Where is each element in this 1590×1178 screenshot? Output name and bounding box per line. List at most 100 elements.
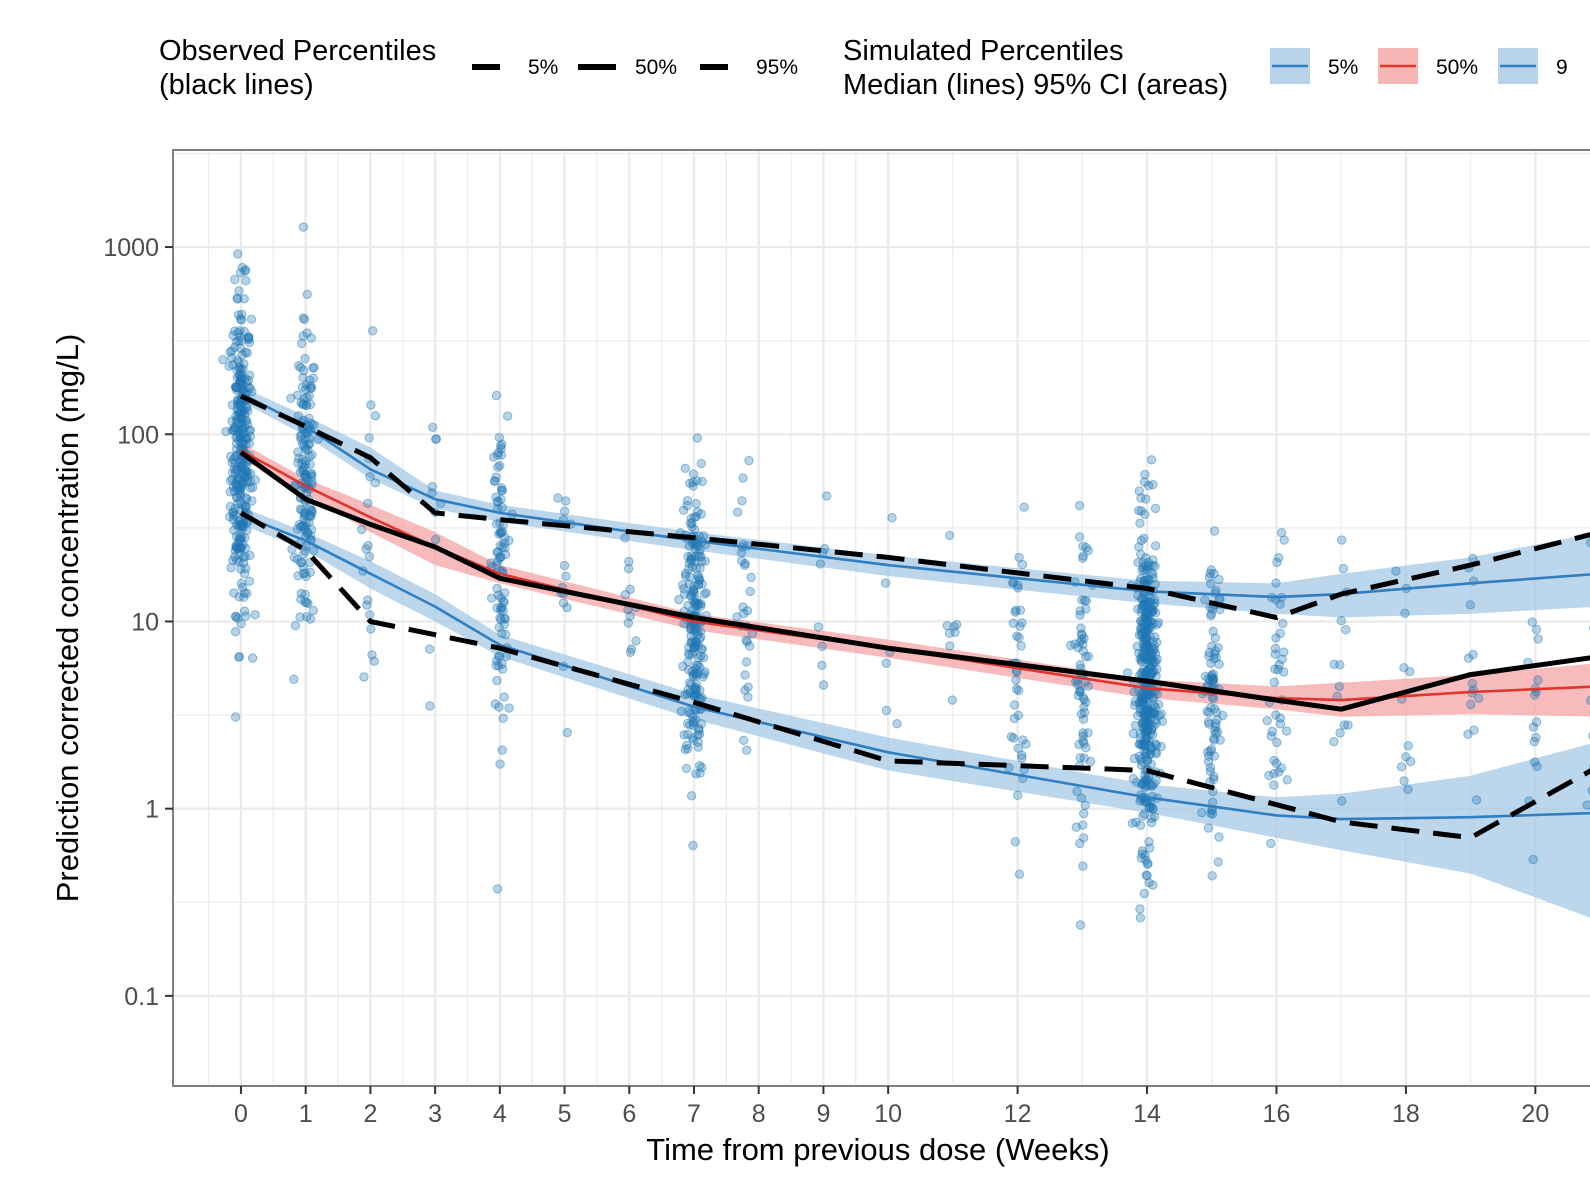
observation-point: [1014, 552, 1024, 563]
observation-point: [1015, 605, 1026, 615]
observation-point: [683, 600, 693, 611]
observation-point: [305, 614, 316, 624]
observation-point: [301, 400, 312, 411]
observation-point: [1139, 709, 1149, 720]
observation-point: [1079, 833, 1089, 843]
observation-point: [496, 602, 507, 613]
observation-point: [230, 452, 241, 462]
observation-point: [237, 370, 247, 380]
observation-point: [234, 357, 244, 367]
observation-point: [561, 496, 571, 506]
observation-point: [1329, 737, 1339, 747]
observation-point: [369, 656, 379, 666]
observation-point: [694, 551, 704, 561]
observation-point: [700, 667, 710, 677]
observation-point: [231, 416, 241, 426]
observation-point: [942, 621, 952, 631]
observation-point: [235, 377, 246, 387]
observation-point: [1143, 644, 1154, 654]
observation-point: [497, 526, 508, 537]
observation-point: [1079, 702, 1089, 712]
observation-point: [1138, 779, 1149, 789]
observation-point: [247, 496, 257, 506]
observation-point: [1141, 597, 1152, 607]
observation-point: [297, 382, 308, 392]
observation-point: [1018, 735, 1028, 745]
observation-point: [289, 552, 299, 562]
observation-point: [1140, 640, 1151, 651]
observation-point: [1208, 669, 1218, 679]
observation-point: [243, 375, 254, 385]
observation-point: [1271, 633, 1281, 643]
observation-point: [1079, 633, 1089, 644]
observation-point: [237, 262, 248, 273]
observation-point: [1142, 650, 1152, 660]
observation-point: [1144, 561, 1155, 571]
observation-point: [234, 286, 244, 296]
observation-point: [298, 465, 308, 476]
observation-point: [225, 501, 236, 512]
observation-point: [367, 650, 377, 660]
observation-point: [366, 624, 376, 634]
observation-point: [1585, 537, 1590, 548]
observation-point: [1275, 599, 1285, 609]
observation-point: [295, 522, 306, 532]
observation-point: [221, 426, 231, 437]
observation-point: [1148, 479, 1158, 490]
observation-point: [690, 556, 700, 567]
observation-point: [496, 605, 506, 616]
observation-point: [694, 653, 704, 663]
observation-point: [366, 400, 376, 410]
observation-point: [1074, 739, 1084, 750]
observation-point: [307, 477, 317, 487]
observation-point: [225, 475, 236, 486]
observation-point: [237, 309, 247, 320]
observation-point: [1149, 700, 1159, 710]
observation-point: [245, 383, 255, 393]
observation-point: [368, 326, 378, 336]
observation-point: [235, 383, 246, 393]
observation-point: [694, 575, 705, 585]
observation-point: [1136, 853, 1147, 863]
observation-point: [689, 581, 699, 591]
observation-point: [880, 578, 891, 588]
observation-point: [1149, 709, 1159, 719]
observation-point: [495, 759, 505, 769]
observation-point: [1147, 780, 1157, 791]
observation-point: [1134, 505, 1144, 516]
observation-point: [231, 444, 242, 454]
observation-point: [679, 584, 689, 594]
observation-point: [1210, 722, 1221, 732]
observation-point: [1149, 812, 1160, 822]
observation-point: [1135, 654, 1145, 664]
observation-point: [231, 432, 241, 443]
observation-point: [492, 603, 502, 613]
observation-point: [1076, 629, 1087, 639]
observation-point: [231, 483, 242, 493]
observation-point: [431, 534, 441, 545]
observation-point: [740, 670, 750, 680]
observation-point: [237, 425, 248, 435]
observation-point: [695, 662, 705, 673]
observation-point: [686, 638, 696, 648]
observation-point: [296, 430, 307, 440]
observation-point: [235, 496, 245, 507]
observation-point: [1135, 697, 1145, 708]
observation-point: [236, 365, 246, 375]
observation-point: [1399, 776, 1409, 786]
observation-point: [1142, 626, 1152, 636]
observation-point: [1206, 702, 1216, 713]
observation-point: [1144, 621, 1155, 631]
observation-point: [1083, 681, 1093, 691]
observation-point: [1013, 743, 1024, 753]
observation-point: [1277, 654, 1287, 664]
observation-point: [301, 443, 311, 453]
observation-point: [1134, 486, 1145, 496]
observation-point: [1138, 557, 1148, 567]
observation-point: [247, 653, 258, 663]
observation-point: [680, 571, 691, 581]
observation-point: [232, 432, 243, 442]
observation-point: [1137, 648, 1148, 659]
observation-point: [234, 592, 244, 602]
observation-point: [232, 492, 242, 502]
